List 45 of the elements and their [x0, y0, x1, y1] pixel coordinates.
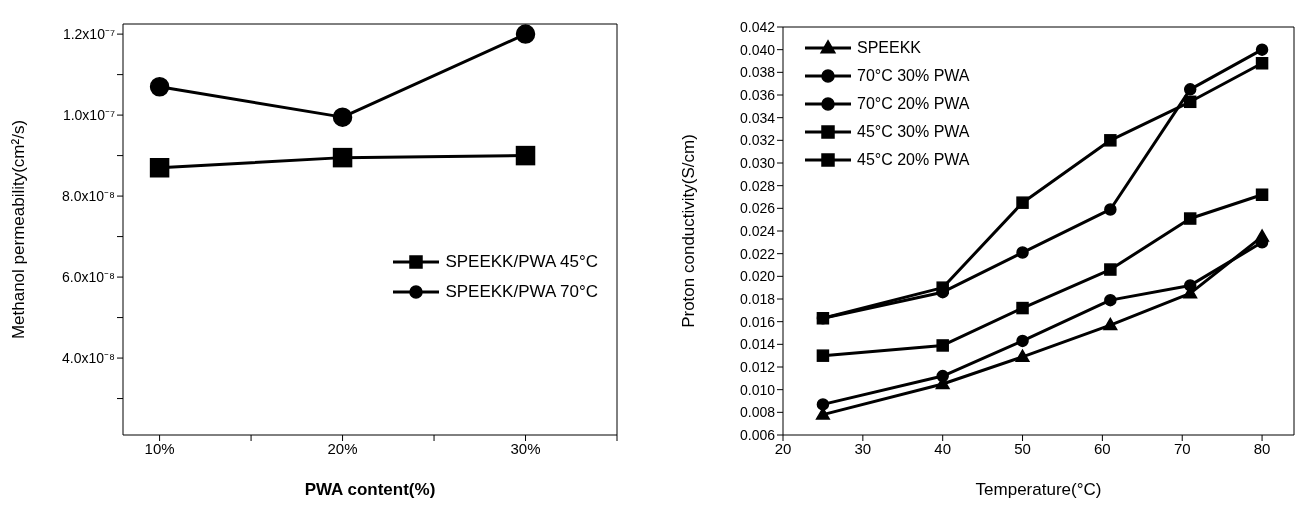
y-tick-label: 0.036 — [739, 86, 776, 103]
y-tick-label: 0.016 — [739, 313, 776, 330]
y-tick-label: 4.0x10⁻⁸ — [62, 350, 116, 367]
x-tick-label: 10% — [144, 439, 175, 457]
y-tick-label: 0.010 — [739, 381, 776, 398]
y-tick-label: 0.020 — [739, 268, 776, 285]
legend-label: 70°C 20% PWA — [857, 95, 970, 113]
y-tick-label: 0.024 — [739, 222, 776, 239]
y-tick-label: 0.026 — [739, 200, 776, 217]
y-tick-label: 0.034 — [739, 109, 776, 126]
y-tick-label: 0.042 — [739, 18, 776, 35]
y-tick-label: 0.032 — [739, 132, 776, 149]
y-tick-label: 6.0x10⁻⁸ — [62, 269, 116, 286]
y-tick-label: 0.012 — [739, 358, 776, 375]
y-tick-label: 1.2x10⁻⁷ — [62, 26, 115, 43]
x-tick-label: 60 — [1094, 439, 1111, 457]
x-tick-label: 80 — [1253, 439, 1271, 457]
legend-label: 45°C 30% PWA — [857, 123, 970, 141]
y-tick-label: 0.008 — [739, 404, 776, 421]
y-axis-title: Proton conductivity(S/cm) — [679, 134, 699, 328]
x-tick-label: 30 — [854, 439, 872, 457]
x-axis-title: PWA content(%) — [304, 480, 436, 499]
y-tick-label: 8.0x10⁻⁸ — [62, 188, 116, 205]
x-tick-label: 40 — [934, 439, 952, 457]
legend-label: SPEEKK — [857, 39, 922, 57]
y-tick-label: 0.018 — [739, 290, 776, 307]
x-tick-label: 70 — [1173, 439, 1191, 457]
y-tick-label: 0.006 — [739, 426, 776, 443]
y-tick-label: 0.028 — [739, 177, 776, 194]
legend-label: SPEEKK/PWA 70°C — [445, 281, 598, 302]
legend-label: SPEEKK/PWA 45°C — [445, 251, 598, 272]
legend-label: 70°C 30% PWA — [857, 67, 970, 85]
y-tick-label: 0.040 — [739, 41, 776, 58]
y-axis-title: Methanol permeability(cm²/s) — [9, 119, 29, 340]
y-tick-label: 1.0x10⁻⁷ — [62, 107, 115, 124]
y-tick-label: 0.038 — [739, 64, 776, 81]
y-tick-label: 0.022 — [739, 245, 776, 262]
legend-label: 45°C 20% PWA — [857, 151, 970, 169]
x-axis-title: Temperature(°C) — [975, 480, 1102, 499]
x-tick-label: 30% — [510, 439, 541, 457]
y-tick-label: 0.030 — [739, 154, 776, 171]
x-tick-label: 50 — [1014, 439, 1031, 457]
x-tick-label: 20 — [774, 439, 792, 457]
x-tick-label: 20% — [327, 439, 358, 457]
y-tick-label: 0.014 — [739, 336, 776, 353]
